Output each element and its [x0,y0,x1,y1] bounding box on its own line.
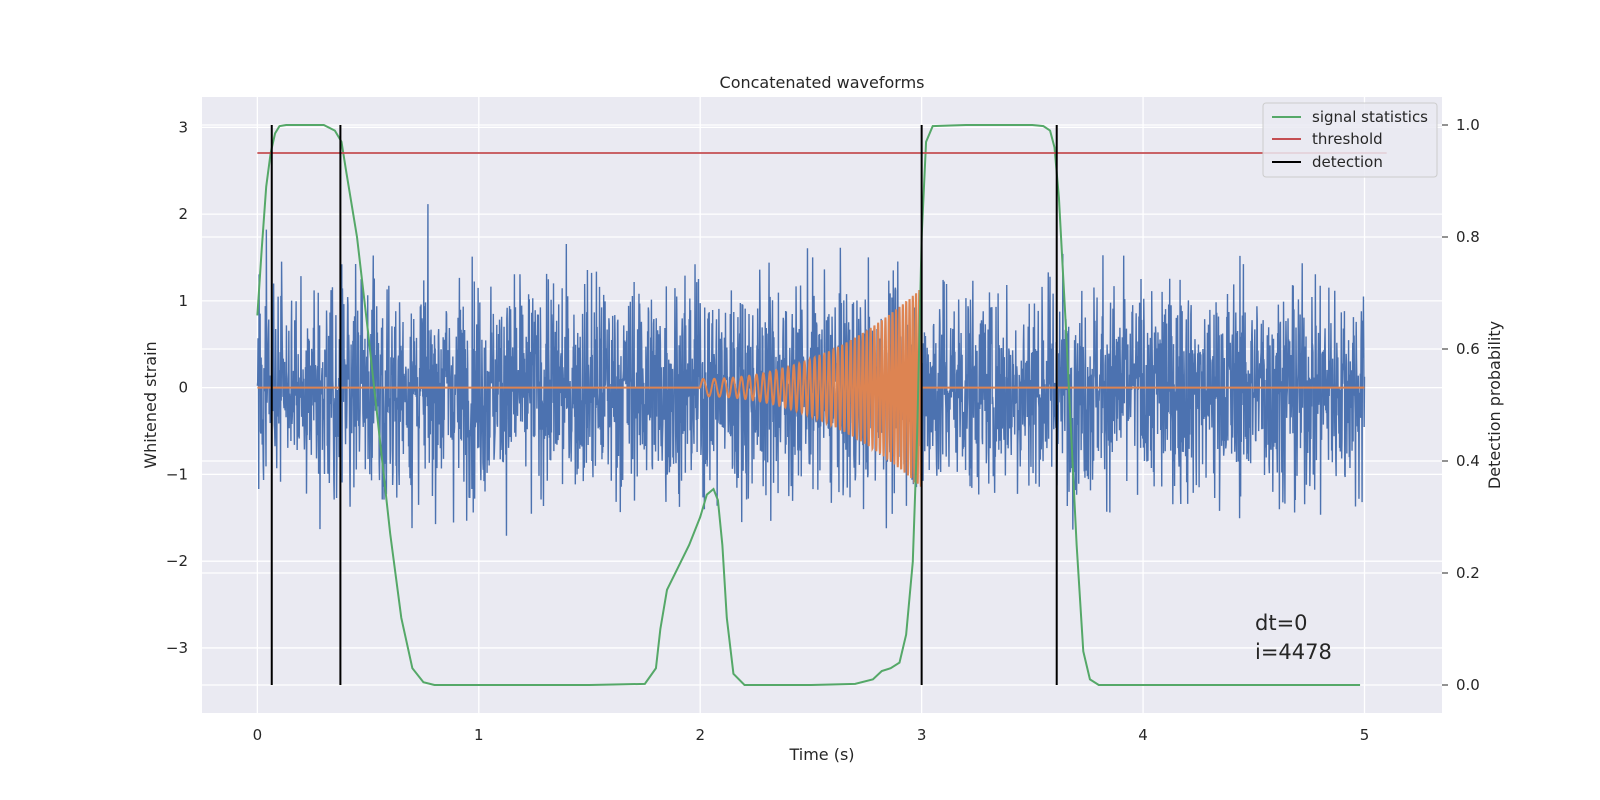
y-right-tick-label: 0.4 [1456,452,1480,470]
x-tick-label: 2 [695,726,705,744]
legend-label-detection: detection [1312,153,1383,171]
y-right-tick-label: 0.2 [1456,564,1480,582]
y-tick-label: 1 [178,292,188,310]
series-signal-statistics-line [256,124,1361,686]
y-right-tick-label: 0.6 [1456,340,1480,358]
legend: signal statistics threshold detection [1262,102,1438,178]
x-tick-label: 1 [474,726,484,744]
series-injected-waveform-line [257,289,1365,487]
legend-frame [1262,102,1438,178]
x-tick-label: 0 [253,726,263,744]
y-tick-label: 2 [178,205,188,223]
y-right-tick-label: 0.8 [1456,228,1480,246]
axes: 0 1 2 3 4 5 3 2 1 0 −1 −2 −3 1.0 0.8 0.6 0.4 0.2 0.0 [166,116,1480,744]
y-right-tick-label: 1.0 [1456,116,1480,134]
data-layer [256,124,1387,686]
annotation-index: i=4478 [1255,640,1332,664]
y-tick-label: 0 [178,379,188,397]
legend-label-threshold: threshold [1312,130,1383,148]
x-tick-label: 3 [917,726,927,744]
y-tick-label: 3 [178,118,188,136]
legend-label-signal-statistics: signal statistics [1312,108,1428,126]
x-axis-label: Time (s) [788,745,854,764]
y-right-tick-label: 0.0 [1456,676,1480,694]
y-tick-label: −2 [166,552,188,570]
x-tick-label: 5 [1360,726,1370,744]
chart-title: Concatenated waveforms [720,73,925,92]
y-tick-label: −1 [166,465,188,483]
y-tick-label: −3 [166,639,188,657]
y-axis-label: Whitened strain [141,341,160,468]
annotation-dt: dt=0 [1255,611,1308,635]
series-strain-line [256,204,1366,536]
x-tick-label: 4 [1138,726,1148,744]
y-right-axis-label: Detection probability [1485,321,1504,489]
